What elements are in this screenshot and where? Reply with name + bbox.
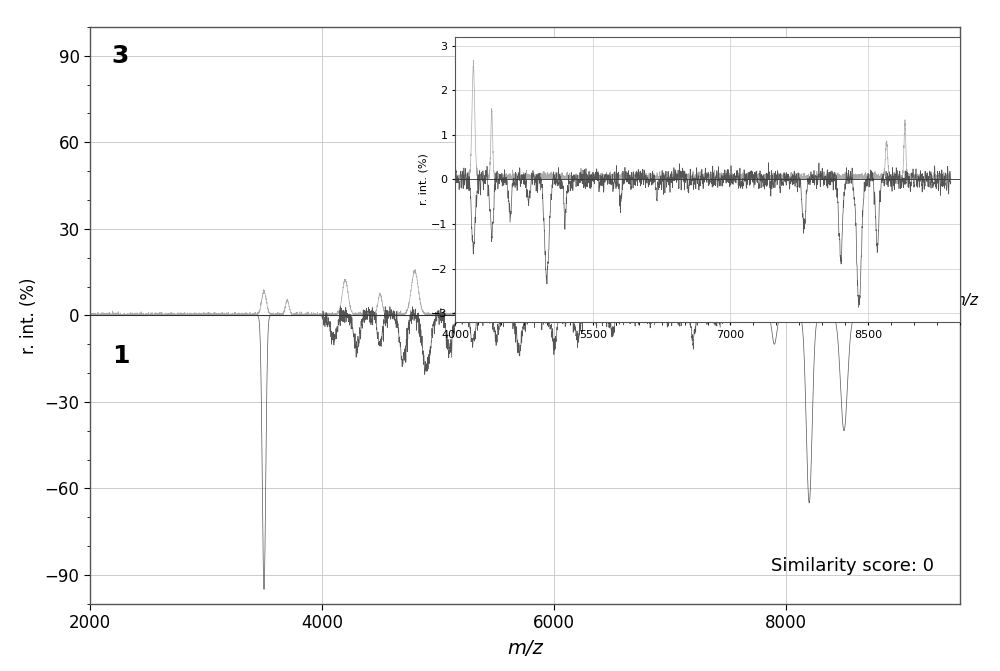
Y-axis label: r. int. (%): r. int. (%) (418, 154, 428, 205)
Text: 1: 1 (112, 344, 129, 368)
Y-axis label: r. int. (%): r. int. (%) (20, 277, 38, 354)
Text: Similarity score: 0: Similarity score: 0 (771, 557, 934, 575)
X-axis label: m/z: m/z (507, 639, 543, 658)
Text: 3: 3 (112, 44, 129, 68)
Text: m/z: m/z (951, 293, 979, 309)
